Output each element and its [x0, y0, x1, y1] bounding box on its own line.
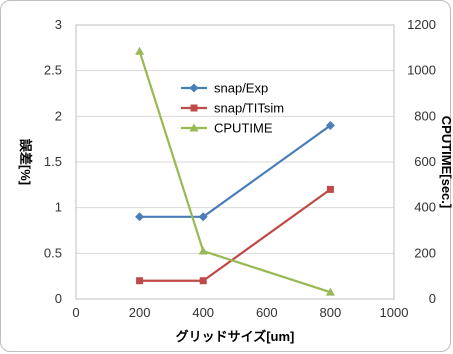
series-group	[135, 46, 335, 296]
x-axis-title: グリッドサイズ[um]	[176, 329, 295, 344]
x-tick-label: 600	[256, 305, 278, 320]
right-y-axis-title: CPUTIME[sec.]	[439, 116, 452, 208]
right-y-tick-label: 600	[414, 154, 436, 169]
data-point	[199, 277, 207, 285]
right-y-tick-label: 1000	[407, 63, 436, 78]
right-y-tick-label: 200	[414, 245, 436, 260]
right-y-tick-label: 1200	[407, 17, 436, 32]
x-tick-label: 800	[320, 305, 342, 320]
legend-item: snap/Exp	[181, 81, 268, 96]
plot-area	[75, 24, 395, 300]
legend-item: snap/TITsim	[181, 101, 284, 116]
left-y-tick-label: 1.5	[44, 154, 62, 169]
series-2	[135, 46, 335, 296]
data-point	[136, 277, 144, 285]
x-tick-label: 1000	[380, 305, 409, 320]
left-y-tick-label: 1	[55, 200, 62, 215]
right-y-tick-label: 800	[414, 108, 436, 123]
x-tick-label: 400	[192, 305, 214, 320]
legend: snap/Exp snap/TITsim CPUTIME	[181, 81, 284, 136]
right-y-tick-label: 400	[414, 200, 436, 215]
left-y-tick-label: 2	[55, 108, 62, 123]
data-point	[135, 212, 145, 222]
legend-label: CPUTIME	[214, 121, 273, 136]
series-0	[135, 120, 335, 222]
right-y-axis-ticks: 0 200 400 600 800 1000 1200	[407, 17, 436, 306]
legend-marker	[190, 104, 198, 112]
data-point	[198, 212, 208, 222]
left-y-axis-title: 誤差[%]	[18, 139, 33, 185]
legend-label: snap/TITsim	[214, 101, 284, 116]
left-y-tick-label: 0	[55, 291, 62, 306]
data-point	[135, 46, 145, 55]
data-point	[198, 246, 208, 255]
left-y-tick-label: 2.5	[44, 63, 62, 78]
data-point	[325, 287, 335, 296]
data-point	[325, 120, 335, 130]
legend-marker	[189, 123, 199, 132]
x-axis-ticks: 0 200 400 600 800 1000	[72, 305, 408, 320]
data-point	[326, 185, 334, 193]
series-1	[136, 185, 334, 285]
left-y-axis-ticks: 0 0.5 1 1.5 2 2.5 3	[44, 17, 62, 306]
legend-marker	[189, 83, 199, 93]
series-line	[139, 188, 332, 282]
x-tick-label: 200	[129, 305, 151, 320]
legend-item: CPUTIME	[181, 121, 273, 136]
right-y-tick-label: 0	[429, 291, 436, 306]
left-y-tick-label: 0.5	[44, 245, 62, 260]
left-y-tick-label: 3	[55, 17, 62, 32]
legend-label: snap/Exp	[214, 81, 268, 96]
x-tick-label: 0	[72, 305, 79, 320]
